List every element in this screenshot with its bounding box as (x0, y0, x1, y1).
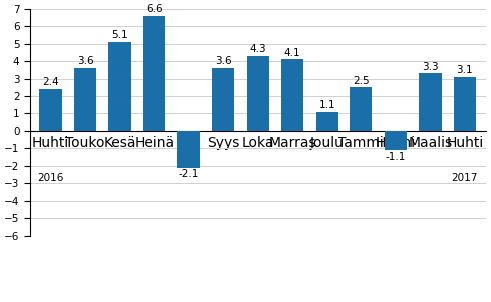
Bar (281, 59, 303, 131)
Text: 2016: 2016 (37, 172, 64, 183)
Bar (177, 131, 200, 168)
Text: -2.1: -2.1 (179, 169, 199, 179)
Text: 3.6: 3.6 (77, 56, 93, 66)
Text: 3.6: 3.6 (215, 56, 232, 66)
Text: -1.1: -1.1 (385, 152, 406, 162)
Text: 2.4: 2.4 (42, 77, 59, 87)
Bar (109, 42, 131, 131)
Bar (143, 16, 165, 131)
Text: 2017: 2017 (452, 172, 478, 183)
Bar (384, 131, 407, 150)
Bar (419, 73, 441, 131)
Text: 4.1: 4.1 (284, 48, 300, 58)
Bar (246, 56, 269, 131)
Text: 4.3: 4.3 (249, 44, 266, 54)
Bar (350, 87, 373, 131)
Bar (316, 112, 338, 131)
Text: 5.1: 5.1 (111, 30, 128, 40)
Text: 3.3: 3.3 (422, 62, 438, 72)
Text: 6.6: 6.6 (146, 4, 163, 14)
Text: 3.1: 3.1 (457, 65, 473, 75)
Text: 2.5: 2.5 (353, 76, 370, 85)
Bar (212, 68, 234, 131)
Bar (74, 68, 96, 131)
Bar (39, 89, 62, 131)
Text: 1.1: 1.1 (319, 100, 335, 110)
Bar (454, 77, 476, 131)
